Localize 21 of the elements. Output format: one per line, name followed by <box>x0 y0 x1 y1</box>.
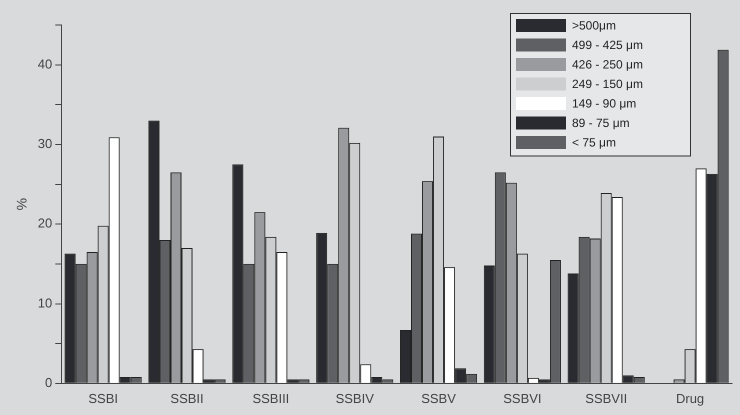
x-tick-label: SSBII <box>170 390 204 406</box>
legend-label: < 75 μm <box>572 135 616 150</box>
legend-label: 89 - 75 μm <box>572 116 630 130</box>
x-tick-label: SSBVII <box>585 390 628 406</box>
x-tick-label: SSBV <box>421 390 456 406</box>
y-tick-label: 20 <box>38 216 52 231</box>
x-tick-label: Drug <box>676 390 704 406</box>
y-tick-label: 40 <box>38 56 52 72</box>
legend-label: 426 - 250 μm <box>572 57 643 72</box>
y-tick-label: 30 <box>38 136 52 152</box>
legend-label: >500μm <box>572 18 616 32</box>
x-tick-label: SSBIII <box>252 390 290 406</box>
y-tick-label: 10 <box>38 295 52 310</box>
x-tick-label: SSBIV <box>336 390 374 406</box>
y-tick-label: 0 <box>45 374 52 390</box>
legend-label: 249 - 150 μm <box>572 76 643 91</box>
y-axis-title: % <box>13 198 30 210</box>
legend-label: 149 - 90 μm <box>572 96 636 110</box>
x-tick-label: SSBI <box>88 390 118 406</box>
x-tick-label: SSBVI <box>503 390 542 406</box>
legend-label: 499 - 425 μm <box>572 38 643 52</box>
